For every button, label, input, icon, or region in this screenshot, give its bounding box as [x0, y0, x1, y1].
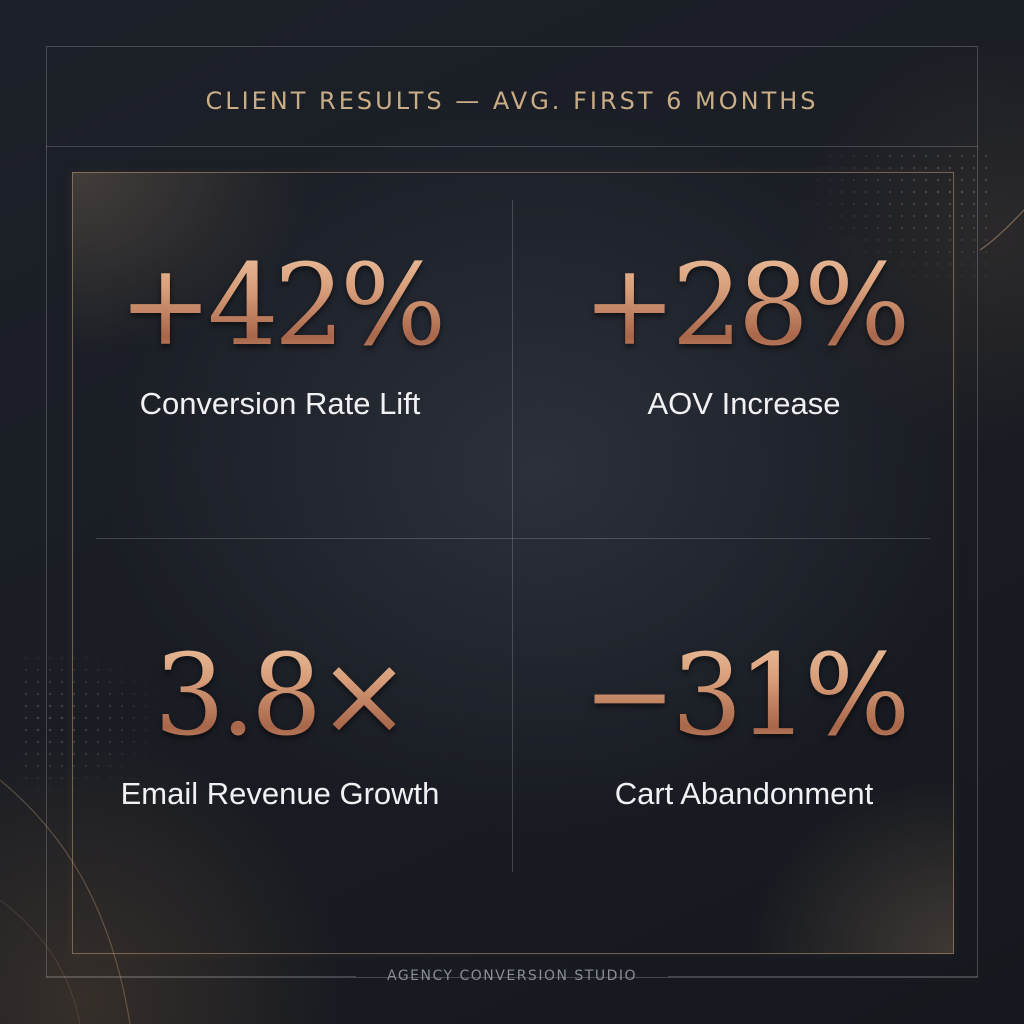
stat-card-aov: +28% AOV Increase — [544, 236, 944, 424]
footer-brand: AGENCY CONVERSION STUDIO — [386, 968, 638, 984]
grid-horizontal-divider — [96, 538, 930, 539]
outer-frame — [46, 46, 978, 978]
footer-line-right — [668, 976, 978, 977]
inner-frame — [72, 172, 954, 954]
stat-card-cart-abandonment: −31% Cart Abandonment — [544, 626, 944, 814]
grid-vertical-divider — [512, 200, 513, 872]
stat-value: 3.8× — [80, 626, 480, 766]
stat-label: Email Revenue Growth — [120, 776, 440, 811]
header-divider — [46, 146, 978, 147]
stat-label: Conversion Rate Lift — [139, 386, 421, 421]
stat-value: +28% — [544, 236, 944, 376]
frame-glow-bottom-right — [730, 760, 954, 954]
stat-label: Cart Abandonment — [614, 776, 874, 811]
stat-value: +42% — [80, 236, 480, 376]
dot-pattern-bottom-left — [20, 640, 170, 800]
stat-card-email-revenue: 3.8× Email Revenue Growth — [80, 626, 480, 814]
stat-value: −31% — [544, 626, 944, 766]
frame-glow-top-left — [72, 172, 332, 372]
dot-pattern-top-right — [800, 150, 990, 290]
footer-line-left — [46, 976, 356, 977]
stat-label: AOV Increase — [647, 386, 841, 421]
stat-card-conversion-rate: +42% Conversion Rate Lift — [80, 236, 480, 424]
page-title: CLIENT RESULTS — AVG. FIRST 6 MONTHS — [205, 87, 819, 115]
